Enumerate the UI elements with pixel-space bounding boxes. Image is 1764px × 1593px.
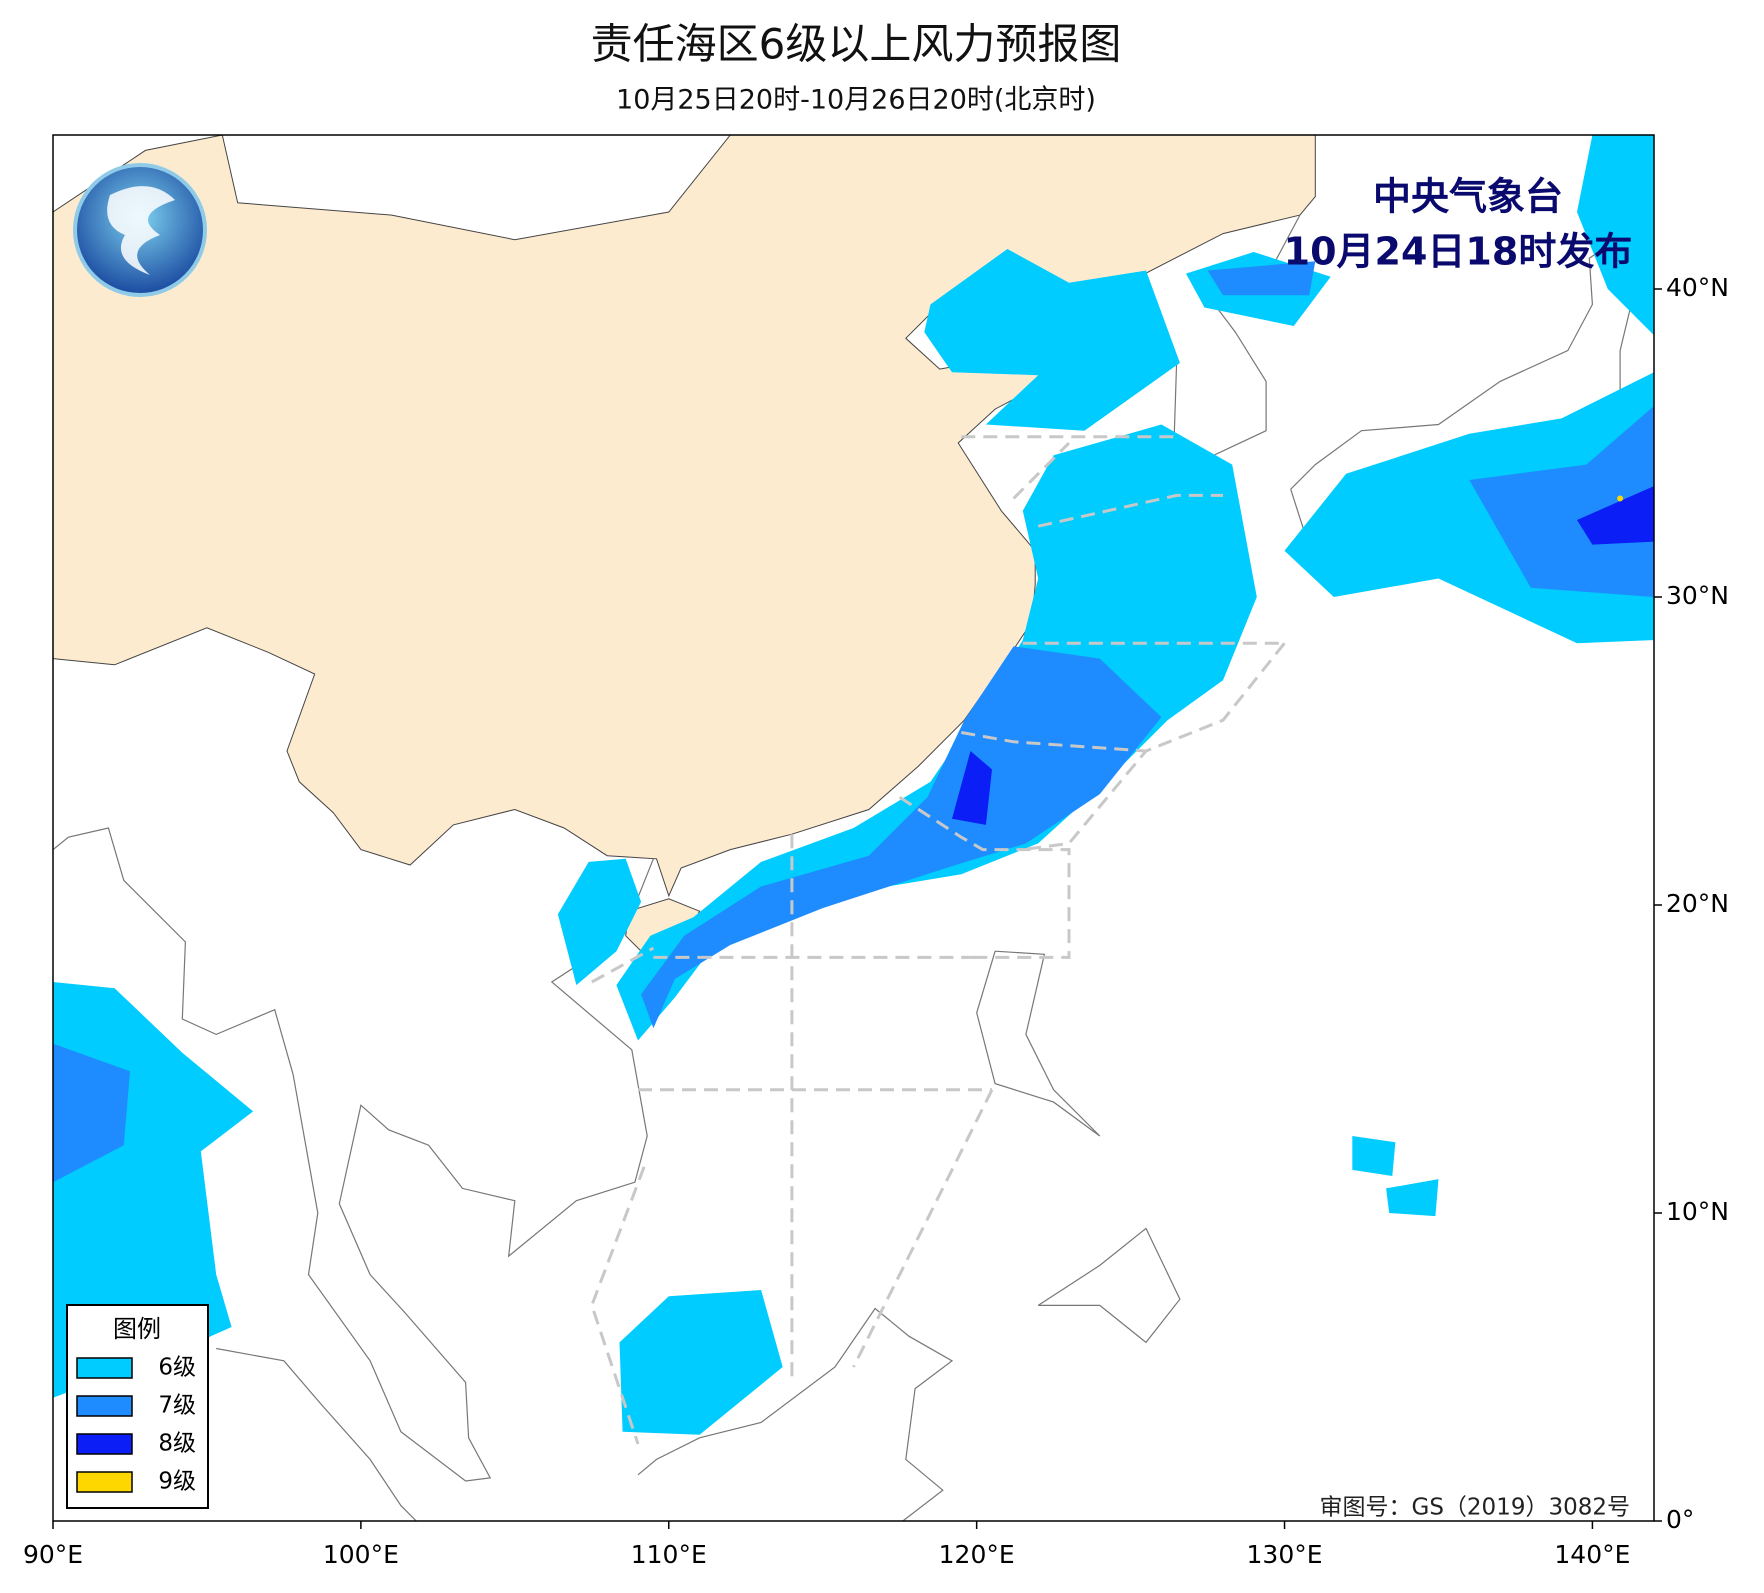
zone-boundary <box>961 731 1147 753</box>
wind-area <box>1352 1136 1396 1176</box>
map-frame <box>52 134 1655 1522</box>
legend-label: 6级 <box>158 1355 196 1381</box>
wind-area <box>1469 406 1654 597</box>
wind-area <box>1577 135 1654 336</box>
legend-swatch <box>76 1471 133 1493</box>
zone-boundary <box>590 1166 646 1445</box>
wind-area <box>619 1290 783 1435</box>
subtitle: 10月25日20时-10月26日20时(北京时) <box>616 85 1096 116</box>
coastline <box>1037 1227 1181 1344</box>
wind-spot <box>1617 495 1624 502</box>
wind-area <box>53 1043 130 1183</box>
legend-label: 8级 <box>158 1431 196 1457</box>
y-tick-label: 30°N <box>1666 581 1729 610</box>
wind-area <box>952 751 992 825</box>
issue-time: 10月24日18时发布 <box>1284 230 1633 274</box>
wind-area <box>1386 1179 1439 1217</box>
x-tick-label: 120°E <box>939 1540 1015 1569</box>
coastline <box>976 950 1101 1137</box>
zone-boundary <box>591 946 655 984</box>
legend-label: 7级 <box>158 1393 196 1419</box>
title: 责任海区6级以上风力预报图 <box>591 20 1122 69</box>
legend-swatch <box>76 1433 133 1455</box>
x-tick-label: 90°E <box>23 1540 83 1569</box>
coastline <box>637 1307 954 1521</box>
x-tick-label: 140°E <box>1554 1540 1630 1569</box>
y-tick-label: 10°N <box>1666 1197 1729 1226</box>
x-tick-label: 110°E <box>631 1540 707 1569</box>
credit: 审图号：GS（2019）3082号 <box>1320 1495 1631 1521</box>
legend-swatch <box>76 1395 133 1417</box>
y-tick-label: 0° <box>1666 1505 1694 1534</box>
y-tick-label: 40°N <box>1666 273 1729 302</box>
coastline <box>53 827 654 1482</box>
x-tick-label: 130°E <box>1247 1540 1323 1569</box>
zone-boundary <box>852 1089 994 1368</box>
zone-boundary <box>1037 493 1223 528</box>
legend-swatch <box>76 1357 133 1379</box>
wind-area <box>557 858 642 986</box>
x-tick-label: 100°E <box>323 1540 399 1569</box>
map <box>53 135 1654 1521</box>
y-tick-label: 20°N <box>1666 889 1729 918</box>
zone-boundary <box>898 795 1071 959</box>
wind-area <box>1577 486 1654 545</box>
coastline <box>216 1347 417 1521</box>
wind-area <box>924 249 1180 431</box>
logo-mark <box>107 186 175 275</box>
legend-label: 9级 <box>158 1469 196 1495</box>
legend-title: 图例 <box>113 1315 161 1343</box>
legend: 图例 6级 7级 8级 9级 <box>66 1304 209 1509</box>
logo <box>73 163 207 297</box>
issuer-name: 中央气象台 <box>1373 175 1563 219</box>
zone-boundary <box>1012 441 1071 500</box>
wind-area <box>1207 261 1316 296</box>
